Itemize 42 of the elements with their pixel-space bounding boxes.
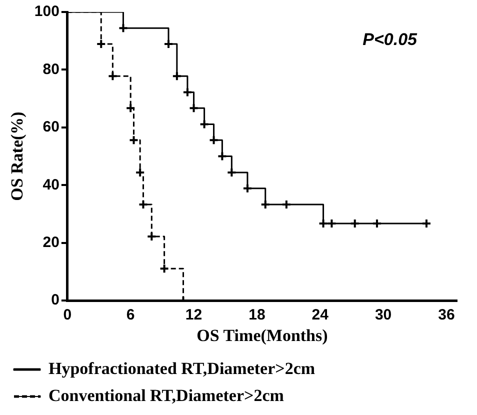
x-tick-label: 24	[312, 306, 330, 324]
y-tick-label: 20	[42, 234, 60, 252]
point	[281, 199, 292, 210]
point	[118, 23, 128, 34]
y-tick-label: 0	[51, 292, 60, 309]
point	[260, 199, 270, 210]
legend-label: Conventional RT,Diameter>2cm	[48, 386, 284, 405]
point	[208, 135, 219, 146]
y-axis-title: OS Rate(%)	[8, 112, 27, 201]
point	[96, 39, 106, 50]
x-tick-label: 36	[438, 306, 455, 324]
point	[182, 87, 192, 98]
point	[164, 39, 174, 50]
x-axis-title: OS Time(Months)	[196, 326, 328, 346]
point	[242, 183, 252, 194]
point	[126, 103, 136, 114]
y-tick-label: 40	[42, 176, 60, 194]
point	[318, 218, 328, 229]
point	[199, 119, 210, 130]
x-tick-label: 30	[374, 306, 392, 324]
x-tick-label: 12	[185, 306, 202, 324]
legend-label: Hypofractionated RT,Diameter>2cm	[48, 358, 316, 378]
point	[226, 167, 237, 178]
x-tick-label: 18	[248, 306, 266, 324]
annotation: P<0.05	[362, 30, 418, 50]
point	[128, 135, 139, 146]
point	[172, 71, 182, 82]
point	[135, 167, 146, 178]
point	[159, 264, 170, 274]
x-tick-label: 6	[126, 306, 135, 324]
point	[108, 71, 118, 82]
point	[326, 218, 337, 229]
point	[188, 103, 199, 114]
point	[372, 218, 382, 229]
y-tick-label: 80	[42, 60, 60, 78]
x-tick-label: 0	[63, 306, 72, 324]
point	[138, 199, 148, 210]
point	[217, 151, 228, 162]
y-tick-label: 100	[34, 3, 60, 20]
point	[146, 232, 157, 242]
y-tick-label: 60	[42, 118, 60, 136]
point	[350, 218, 360, 229]
